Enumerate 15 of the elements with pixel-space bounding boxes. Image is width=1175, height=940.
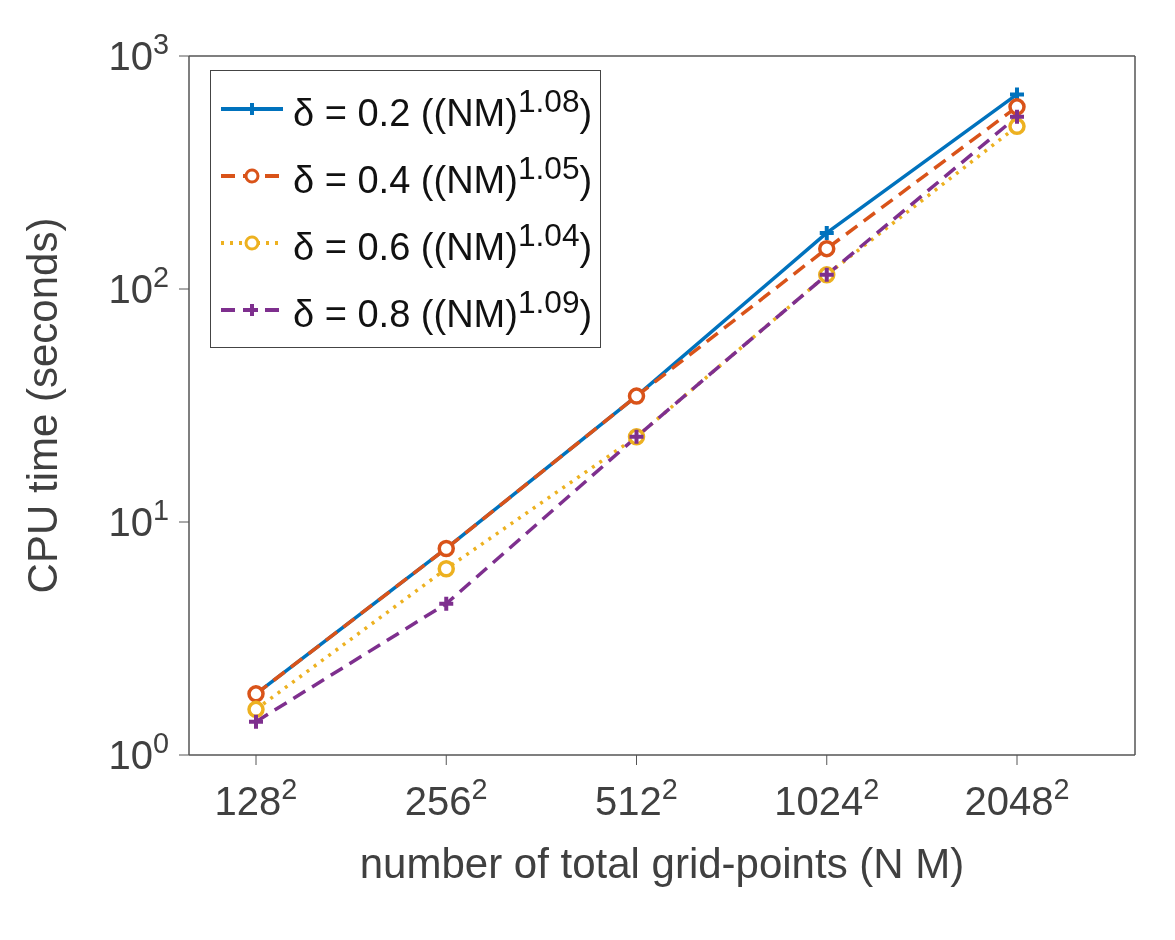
legend-label: δ = 0.4 ((NM)$^{1.05}$) — [293, 149, 593, 202]
y-tick-label: 10$^{1}$ — [108, 494, 169, 544]
x-tick-label: 256$^{2}$ — [404, 773, 488, 823]
legend-label: δ = 0.8 ((NM)$^{1.09}$) — [293, 283, 593, 336]
legend-label: δ = 0.6 ((NM)$^{1.04}$) — [293, 216, 593, 269]
y-tick-label: 10$^{2}$ — [108, 261, 169, 311]
y-axis-title: CPU time (seconds) — [18, 217, 66, 594]
x-tick-label: 128$^{2}$ — [214, 773, 298, 823]
x-tick-label: 512$^{2}$ — [595, 773, 678, 823]
x-tick-label: 1024$^{2}$ — [774, 773, 880, 823]
x-axis-title: number of total grid-points (N M) — [359, 840, 965, 887]
x-tick-label: 2048$^{2}$ — [964, 773, 1070, 823]
legend-label: δ = 0.2 ((NM)$^{1.08}$) — [293, 82, 593, 135]
y-tick-label: 10$^{3}$ — [108, 28, 169, 78]
y-tick-label: 10$^{0}$ — [108, 727, 169, 777]
